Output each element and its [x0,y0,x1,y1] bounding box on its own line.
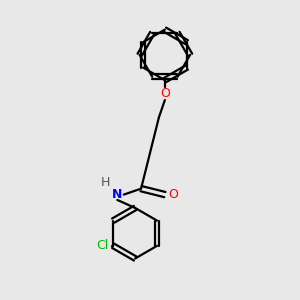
Text: N: N [112,188,122,201]
Text: Cl: Cl [97,239,109,252]
Text: O: O [168,188,178,201]
Text: H: H [101,176,110,189]
Text: O: O [160,87,170,100]
